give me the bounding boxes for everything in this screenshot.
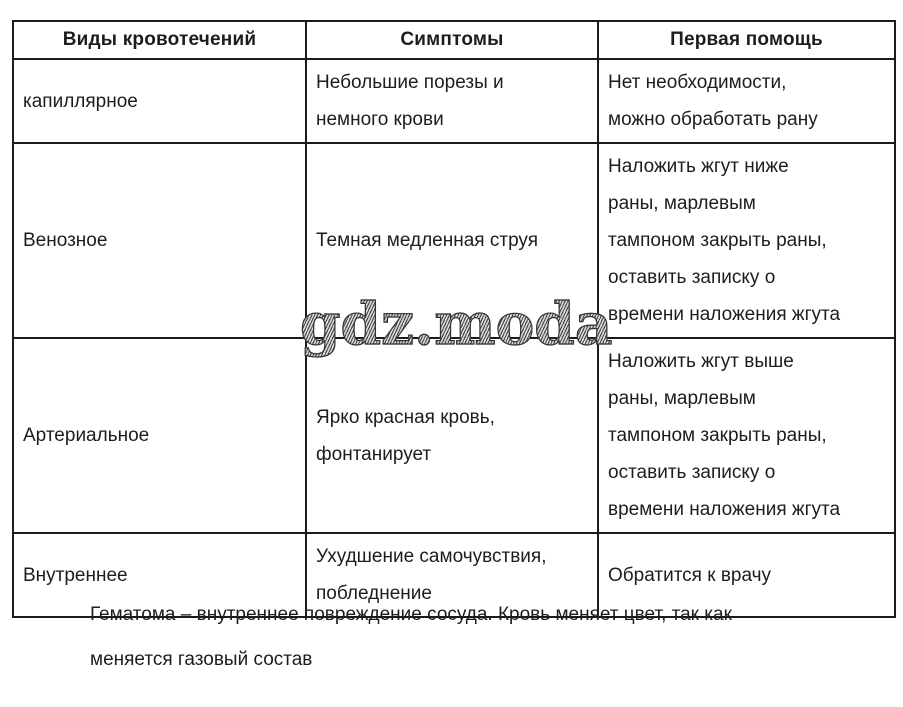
cell-aid: Нет необходимости, можно обработать рану (597, 58, 896, 144)
cell-symptoms: Темная медленная струя (305, 142, 599, 339)
cell-aid: Обратится к врачу (597, 532, 896, 618)
header-bleeding-types: Виды кровотечений (12, 20, 307, 60)
header-first-aid: Первая помощь (597, 20, 896, 60)
table-row: Венозное Темная медленная струя Наложить… (12, 142, 896, 339)
hematoma-footnote: Гематома – внутреннее повреждение сосуда… (90, 604, 732, 670)
table-row: Артериальное Ярко красная кровь, фонтани… (12, 337, 896, 534)
table-row: Внутреннее Ухудшение самочувствия, побле… (12, 532, 896, 618)
cell-symptoms: Небольшие порезы и немного крови (305, 58, 599, 144)
table-row: капиллярное Небольшие порезы и немного к… (12, 58, 896, 144)
cell-aid: Наложить жгут ниже раны, марлевым тампон… (597, 142, 896, 339)
cell-type: Внутреннее (12, 532, 307, 618)
header-symptoms: Симптомы (305, 20, 599, 60)
cell-type: Артериальное (12, 337, 307, 534)
table-header-row: Виды кровотечений Симптомы Первая помощь (12, 20, 896, 60)
cell-symptoms: Ярко красная кровь, фонтанирует (305, 337, 599, 534)
cell-aid: Наложить жгут выше раны, марлевым тампон… (597, 337, 896, 534)
bleeding-types-table: Виды кровотечений Симптомы Первая помощь… (12, 20, 896, 618)
cell-type: Венозное (12, 142, 307, 339)
cell-type: капиллярное (12, 58, 307, 144)
cell-symptoms: Ухудшение самочувствия, побледнение (305, 532, 599, 618)
